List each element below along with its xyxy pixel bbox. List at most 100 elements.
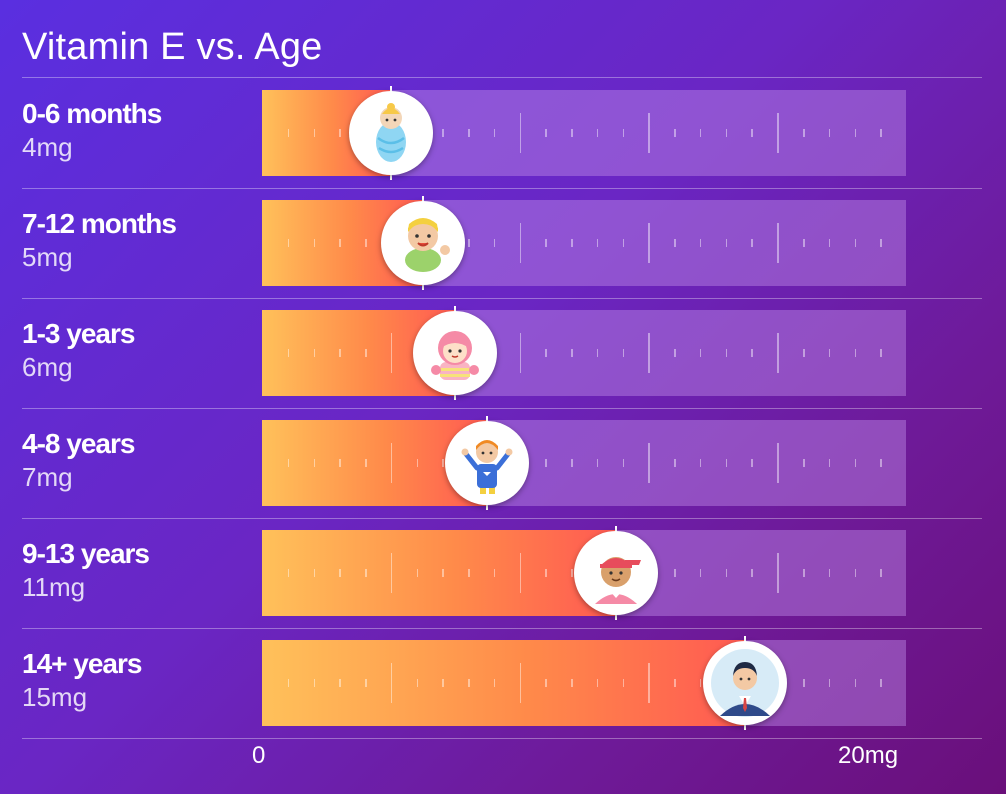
gridline — [828, 679, 831, 687]
age-label: 7-12 months — [22, 208, 177, 239]
chart-row: 7-12 months 5mg — [0, 188, 1006, 298]
gridline — [854, 349, 856, 357]
gridline — [777, 553, 779, 593]
gridline — [725, 129, 728, 137]
amount-label: 6mg — [22, 352, 73, 382]
gridline — [803, 129, 805, 137]
gridline — [803, 679, 805, 687]
age-label: 14+ years — [22, 648, 142, 679]
bar-track — [262, 416, 906, 510]
bar-track — [262, 526, 906, 620]
gridline — [674, 349, 676, 357]
row-divider — [22, 518, 982, 519]
gridline — [880, 239, 882, 247]
gridline — [545, 129, 547, 137]
gridline — [803, 239, 805, 247]
gridline — [571, 459, 573, 467]
gridline — [725, 569, 728, 577]
gridline — [622, 459, 625, 467]
chart-row: 14+ years 15mg — [0, 628, 1006, 738]
gridline — [880, 679, 882, 687]
bar-track — [262, 306, 906, 400]
age-label: 9-13 years — [22, 538, 150, 569]
age-label: 4-8 years — [22, 428, 135, 459]
amount-label: 4mg — [22, 132, 73, 162]
axis-max-label: 20mg — [838, 742, 899, 769]
amount-label: 11mg — [22, 572, 86, 602]
bar-fill — [262, 530, 617, 616]
gridline — [571, 239, 573, 247]
amount-label: 15mg — [22, 682, 88, 712]
gridline — [854, 129, 856, 137]
toddler-boy-icon — [381, 201, 465, 285]
gridline — [803, 349, 805, 357]
gridline — [545, 239, 547, 247]
chart-title: Vitamin E vs. Age — [22, 26, 323, 68]
gridline — [777, 223, 779, 263]
gridline — [828, 459, 831, 467]
gridline — [442, 129, 444, 137]
gridline — [519, 223, 522, 263]
axis-min-label: 0 — [252, 742, 266, 769]
gridline — [648, 223, 650, 263]
gridline — [468, 239, 470, 247]
gridline — [648, 443, 650, 483]
child-icon — [445, 421, 530, 505]
gridline — [622, 129, 625, 137]
top-divider — [22, 77, 982, 78]
row-divider — [22, 408, 982, 409]
gridline — [493, 239, 496, 247]
gridline — [674, 129, 676, 137]
gridline — [596, 349, 599, 357]
bar-fill — [262, 640, 745, 726]
gridline — [751, 129, 753, 137]
gridline — [622, 349, 625, 357]
chart-row: 9-13 years 11mg — [0, 518, 1006, 628]
gridline — [751, 239, 753, 247]
row-divider — [22, 298, 982, 299]
bottom-divider — [22, 738, 982, 739]
gridline — [648, 113, 650, 153]
gridline — [519, 113, 522, 153]
chart-row: 1-3 years 6mg — [0, 298, 1006, 408]
gridline — [777, 113, 779, 153]
swaddled-baby-icon — [348, 91, 433, 175]
gridline — [545, 459, 547, 467]
gridline — [699, 349, 702, 357]
row-divider — [22, 188, 982, 189]
gridline — [648, 333, 650, 373]
teen-boy-icon — [574, 531, 659, 615]
chart-row: 4-8 years 7mg — [0, 408, 1006, 518]
gridline — [519, 333, 522, 373]
gridline — [803, 459, 805, 467]
gridline — [725, 349, 728, 357]
age-label: 1-3 years — [22, 318, 135, 349]
gridline — [777, 443, 779, 483]
businessman-icon — [703, 641, 787, 725]
gridline — [725, 239, 728, 247]
gridline — [828, 569, 831, 577]
bar-track — [262, 636, 906, 730]
gridline — [596, 239, 599, 247]
gridline — [880, 569, 882, 577]
chart-row: 0-6 months 4mg — [0, 78, 1006, 188]
gridline — [674, 569, 676, 577]
gridline — [751, 459, 753, 467]
gridline — [699, 129, 702, 137]
gridline — [674, 239, 676, 247]
gridline — [854, 569, 856, 577]
gridline — [699, 239, 702, 247]
gridline — [571, 349, 573, 357]
gridline — [854, 679, 856, 687]
row-divider — [22, 628, 982, 629]
gridline — [777, 333, 779, 373]
gridline — [880, 129, 882, 137]
bar-track — [262, 86, 906, 180]
gridline — [828, 349, 831, 357]
gridline — [622, 239, 625, 247]
gridline — [751, 349, 753, 357]
gridline — [828, 129, 831, 137]
gridline — [725, 459, 728, 467]
bar-track — [262, 196, 906, 290]
